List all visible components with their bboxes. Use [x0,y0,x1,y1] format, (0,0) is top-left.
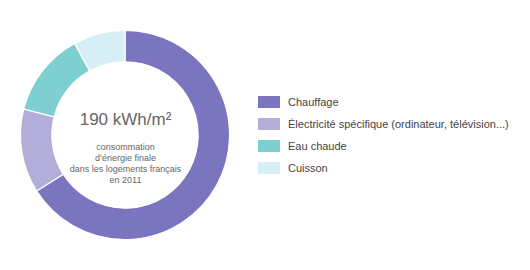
svg-text:190 kWh/m²: 190 kWh/m² [80,110,172,129]
html-text:Eau chaude: Eau chaude [288,140,347,152]
html-text:Chauffage: Chauffage [288,96,339,108]
svg-text:consommationd’énergie finaleda: consommationd’énergie finaledans les log… [70,141,182,185]
html-text:Cuisson: Cuisson [288,162,328,174]
html-text:Électricité spécifique (ordina: Électricité spécifique (ordinateur, télé… [288,118,509,130]
